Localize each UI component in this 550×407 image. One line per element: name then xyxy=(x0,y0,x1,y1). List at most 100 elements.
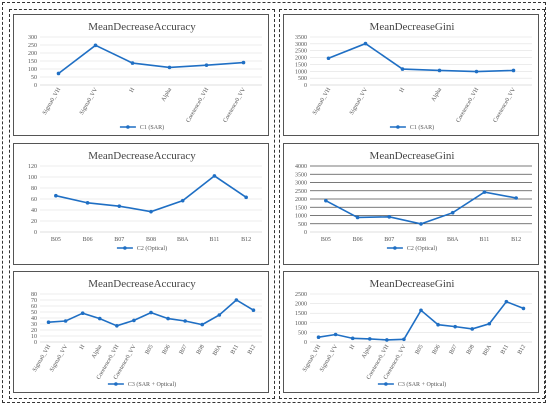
x-tick-label: B11 xyxy=(230,344,240,355)
x-tick-label: B06 xyxy=(83,237,93,243)
legend-label: C2 (Optical) xyxy=(407,245,437,252)
data-point xyxy=(402,337,406,342)
legend-swatch-marker xyxy=(393,246,397,250)
legend-label: C2 (Optical) xyxy=(137,245,167,252)
data-point xyxy=(63,319,68,323)
x-tick-label: Sigma0_VH xyxy=(42,86,63,116)
y-tick-label: 2000 xyxy=(295,302,307,308)
data-point xyxy=(46,320,51,324)
legend: C3 (SAR + Optical) xyxy=(107,381,176,388)
data-point xyxy=(85,201,90,205)
x-tick-label: B07 xyxy=(384,237,394,243)
y-tick-label: 3500 xyxy=(295,35,307,41)
x-tick-label: Sigma0_VV xyxy=(349,86,370,116)
legend: C1 (SAR) xyxy=(119,124,164,131)
x-tick-label: B07 xyxy=(114,237,124,243)
data-point xyxy=(244,195,248,200)
y-tick-label: 4000 xyxy=(295,164,307,170)
y-tick-label: 3500 xyxy=(295,172,307,178)
x-tick-label: B05 xyxy=(145,344,155,356)
x-tick-label: Alpha xyxy=(161,87,174,103)
x-tick-label: B06 xyxy=(432,344,442,356)
x-tick-label: Coretence0_VH xyxy=(186,86,211,123)
chart-title: MeanDecreaseAccuracy xyxy=(88,150,196,162)
data-point xyxy=(200,322,205,327)
x-tick-label: B06 xyxy=(162,344,172,356)
chart-panel-c3-gini: MeanDecreaseGini 0 500 1000 1500 2000 2500 Sigm… xyxy=(283,271,539,393)
data-point xyxy=(80,311,85,315)
legend-swatch-marker xyxy=(396,125,400,129)
y-tick-label: 2500 xyxy=(295,49,307,55)
legend-label: C3 (SAR + Optical) xyxy=(398,381,446,388)
x-tick-label: B05 xyxy=(321,237,331,243)
chart-title: MeanDecreaseGini xyxy=(370,150,455,162)
x-tick-label: B08 xyxy=(196,344,206,356)
data-point xyxy=(367,337,372,341)
y-tick-label: 1500 xyxy=(295,205,307,211)
y-tick-label: 70 xyxy=(31,298,37,304)
data-point xyxy=(326,56,331,61)
x-tick-label: B11 xyxy=(500,344,510,355)
chart-c2-gini: MeanDecreaseGini 0 500 1000 1500 2000 2500 3000… xyxy=(295,150,532,252)
y-tick-label: 2500 xyxy=(295,292,307,298)
chart-title: MeanDecreaseAccuracy xyxy=(88,21,196,33)
x-tick-label: H xyxy=(349,343,357,350)
series-line xyxy=(328,42,514,73)
y-tick-label: 50 xyxy=(31,75,37,81)
x-tick-label: Sigma0_VV xyxy=(49,343,70,373)
x-tick-label: B08 xyxy=(416,237,426,243)
x-tick-label: B8A xyxy=(177,237,189,243)
y-tick-label: 100 xyxy=(28,67,37,73)
left-column: MeanDecreaseAccuracy 0 50 100 150 200 250 300 Si… xyxy=(9,9,275,399)
y-tick-label: 2000 xyxy=(295,197,307,203)
legend-swatch-marker xyxy=(123,246,127,250)
data-point xyxy=(183,319,187,323)
y-tick-label: 0 xyxy=(34,230,37,236)
data-point xyxy=(387,215,392,219)
data-point xyxy=(251,308,256,312)
legend: C2 (Optical) xyxy=(116,245,167,252)
data-point xyxy=(350,336,355,341)
data-point xyxy=(180,198,185,203)
data-point xyxy=(487,321,492,326)
data-point xyxy=(355,215,360,220)
x-tick-label: H xyxy=(399,86,407,93)
x-tick-label: B11 xyxy=(210,237,220,243)
chart-c1-accuracy: MeanDecreaseAccuracy 0 50 100 150 200 250 300 Si… xyxy=(28,21,262,131)
y-tick-label: 0 xyxy=(34,83,37,89)
data-point xyxy=(149,209,153,214)
y-tick-label: 500 xyxy=(298,76,307,82)
chart-c3-gini: MeanDecreaseGini 0 500 1000 1500 2000 2500 Sigm… xyxy=(295,278,532,388)
y-tick-label: 50 xyxy=(31,310,37,316)
chart-panel-c3-accuracy: MeanDecreaseAccuracy 0 10 20 30 40 50 60 70 80 Sig… xyxy=(13,271,269,393)
y-tick-label: 3000 xyxy=(295,42,307,48)
data-point xyxy=(217,313,222,317)
legend: C1 (SAR) xyxy=(389,124,434,131)
data-point xyxy=(521,306,526,311)
x-tick-label: B8A xyxy=(447,237,459,243)
y-tick-label: 10 xyxy=(31,334,37,340)
x-tick-label: Sigma0_VH xyxy=(312,86,333,116)
series-line xyxy=(325,191,517,225)
x-tick-label: Alpha xyxy=(361,344,374,360)
data-point xyxy=(511,68,516,73)
y-tick-label: 80 xyxy=(31,186,37,192)
data-point xyxy=(419,222,423,226)
x-tick-label: Alpha xyxy=(91,344,104,360)
data-point xyxy=(166,316,170,321)
y-tick-label: 60 xyxy=(31,304,37,310)
data-point xyxy=(241,60,246,65)
data-point xyxy=(167,65,172,70)
y-tick-label: 250 xyxy=(28,43,37,49)
x-tick-label: Coretence0_VV xyxy=(223,86,248,123)
y-tick-label: 500 xyxy=(298,330,307,336)
y-tick-label: 30 xyxy=(31,322,37,328)
right-column: MeanDecreaseGini 0 500 1000 1500 2000 2500 3000… xyxy=(279,9,545,399)
y-tick-label: 0 xyxy=(304,340,307,346)
x-tick-label: B12 xyxy=(241,237,251,243)
x-tick-label: B05 xyxy=(415,344,425,356)
legend-swatch-marker xyxy=(384,382,388,386)
data-point xyxy=(56,71,61,76)
x-tick-label: B07 xyxy=(449,344,459,356)
